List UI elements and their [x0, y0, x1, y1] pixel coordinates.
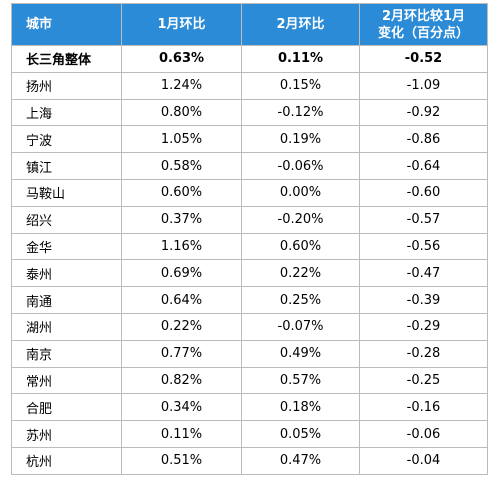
table-row: 扬州 1.24% 0.15% -1.09	[11, 71, 488, 100]
header-change-line1: 2月环比较1月	[381, 8, 466, 24]
table-row: 常州 0.82% 0.57% -0.25	[11, 366, 488, 395]
change-cell: -0.64	[359, 152, 488, 180]
feb-cell: 0.15%	[241, 71, 360, 100]
table-row: 南通 0.64% 0.25% -0.39	[11, 286, 488, 314]
table-row: 苏州 0.11% 0.05% -0.06	[11, 420, 488, 448]
table-row: 合肥 0.34% 0.18% -0.16	[11, 393, 488, 422]
table-row: 马鞍山 0.60% 0.00% -0.60	[11, 178, 488, 207]
table-body: 长三角整体 0.63% 0.11% -0.52 扬州 1.24% 0.15% -1.09 上海 0…	[11, 45, 488, 475]
city-cell: 南京	[11, 339, 122, 368]
change-cell: -0.39	[359, 286, 488, 314]
change-cell: -0.16	[359, 393, 488, 422]
feb-cell: 0.11%	[241, 45, 360, 73]
feb-cell: -0.07%	[241, 312, 360, 341]
jan-cell: 0.63%	[121, 45, 242, 73]
city-cell: 镇江	[11, 152, 122, 180]
feb-cell: 0.00%	[241, 178, 360, 207]
header-change-line2: 变化（百分点）	[377, 25, 469, 41]
city-cell: 合肥	[11, 393, 122, 422]
jan-cell: 1.24%	[121, 71, 242, 100]
city-cell: 扬州	[11, 71, 122, 100]
change-cell: -0.29	[359, 312, 488, 341]
city-cell: 泰州	[11, 259, 122, 288]
city-cell: 上海	[11, 98, 122, 127]
jan-cell: 0.60%	[121, 178, 242, 207]
table-header: 城市 1月环比 2月环比 2月环比较1月 变化（百分点）	[11, 3, 488, 46]
header-jan-mom: 1月环比	[121, 3, 242, 46]
change-cell: -0.47	[359, 259, 488, 288]
jan-cell: 0.82%	[121, 366, 242, 395]
table-row: 宁波 1.05% 0.19% -0.86	[11, 125, 488, 154]
jan-cell: 0.51%	[121, 446, 242, 475]
change-cell: -1.09	[359, 71, 488, 100]
change-cell: -0.28	[359, 339, 488, 368]
table-row: 南京 0.77% 0.49% -0.28	[11, 339, 488, 368]
table-row: 金华 1.16% 0.60% -0.56	[11, 232, 488, 261]
change-cell: -0.92	[359, 98, 488, 127]
change-cell: -0.06	[359, 420, 488, 448]
jan-cell: 1.16%	[121, 232, 242, 261]
change-cell: -0.04	[359, 446, 488, 475]
feb-cell: 0.22%	[241, 259, 360, 288]
jan-cell: 1.05%	[121, 125, 242, 154]
city-cell: 绍兴	[11, 205, 122, 234]
change-cell: -0.57	[359, 205, 488, 234]
data-table-container: 城市 1月环比 2月环比 2月环比较1月 变化（百分点） 长三角整体 0.63% 0…	[11, 3, 488, 475]
change-cell: -0.25	[359, 366, 488, 395]
city-cell: 湖州	[11, 312, 122, 341]
city-cell: 常州	[11, 366, 122, 395]
change-cell: -0.56	[359, 232, 488, 261]
city-cell: 南通	[11, 286, 122, 314]
table-row: 杭州 0.51% 0.47% -0.04	[11, 446, 488, 475]
jan-cell: 0.64%	[121, 286, 242, 314]
feb-cell: 0.05%	[241, 420, 360, 448]
feb-cell: 0.49%	[241, 339, 360, 368]
jan-cell: 0.58%	[121, 152, 242, 180]
jan-cell: 0.77%	[121, 339, 242, 368]
jan-cell: 0.11%	[121, 420, 242, 448]
city-cell: 长三角整体	[11, 45, 122, 73]
feb-cell: 0.25%	[241, 286, 360, 314]
city-cell: 杭州	[11, 446, 122, 475]
header-city: 城市	[11, 3, 122, 46]
city-price-change-table: 城市 1月环比 2月环比 2月环比较1月 变化（百分点） 长三角整体 0.63% 0…	[11, 3, 488, 475]
jan-cell: 0.69%	[121, 259, 242, 288]
feb-cell: 0.19%	[241, 125, 360, 154]
table-row: 镇江 0.58% -0.06% -0.64	[11, 152, 488, 180]
table-row: 上海 0.80% -0.12% -0.92	[11, 98, 488, 127]
city-cell: 宁波	[11, 125, 122, 154]
feb-cell: 0.57%	[241, 366, 360, 395]
feb-cell: 0.47%	[241, 446, 360, 475]
city-cell: 金华	[11, 232, 122, 261]
feb-cell: -0.12%	[241, 98, 360, 127]
change-cell: -0.52	[359, 45, 488, 73]
jan-cell: 0.80%	[121, 98, 242, 127]
header-row: 城市 1月环比 2月环比 2月环比较1月 变化（百分点）	[11, 3, 488, 46]
feb-cell: 0.60%	[241, 232, 360, 261]
jan-cell: 0.37%	[121, 205, 242, 234]
jan-cell: 0.34%	[121, 393, 242, 422]
table-row: 湖州 0.22% -0.07% -0.29	[11, 312, 488, 341]
table-row: 长三角整体 0.63% 0.11% -0.52	[11, 45, 488, 73]
feb-cell: -0.06%	[241, 152, 360, 180]
change-cell: -0.86	[359, 125, 488, 154]
header-feb-mom: 2月环比	[241, 3, 360, 46]
city-cell: 苏州	[11, 420, 122, 448]
jan-cell: 0.22%	[121, 312, 242, 341]
city-cell: 马鞍山	[11, 178, 122, 207]
table-row: 绍兴 0.37% -0.20% -0.57	[11, 205, 488, 234]
header-change: 2月环比较1月 变化（百分点）	[359, 3, 488, 46]
table-row: 泰州 0.69% 0.22% -0.47	[11, 259, 488, 288]
change-cell: -0.60	[359, 178, 488, 207]
feb-cell: -0.20%	[241, 205, 360, 234]
feb-cell: 0.18%	[241, 393, 360, 422]
